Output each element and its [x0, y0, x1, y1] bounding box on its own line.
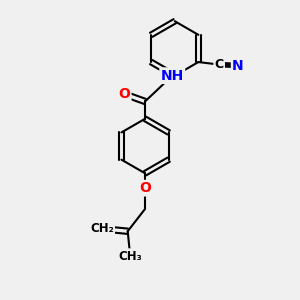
Text: O: O [118, 87, 130, 101]
Text: N: N [232, 58, 244, 73]
Text: CH₃: CH₃ [118, 250, 142, 262]
Text: NH: NH [161, 69, 184, 83]
Text: O: O [139, 181, 151, 195]
Text: C: C [214, 58, 224, 71]
Text: CH₂: CH₂ [90, 222, 114, 235]
